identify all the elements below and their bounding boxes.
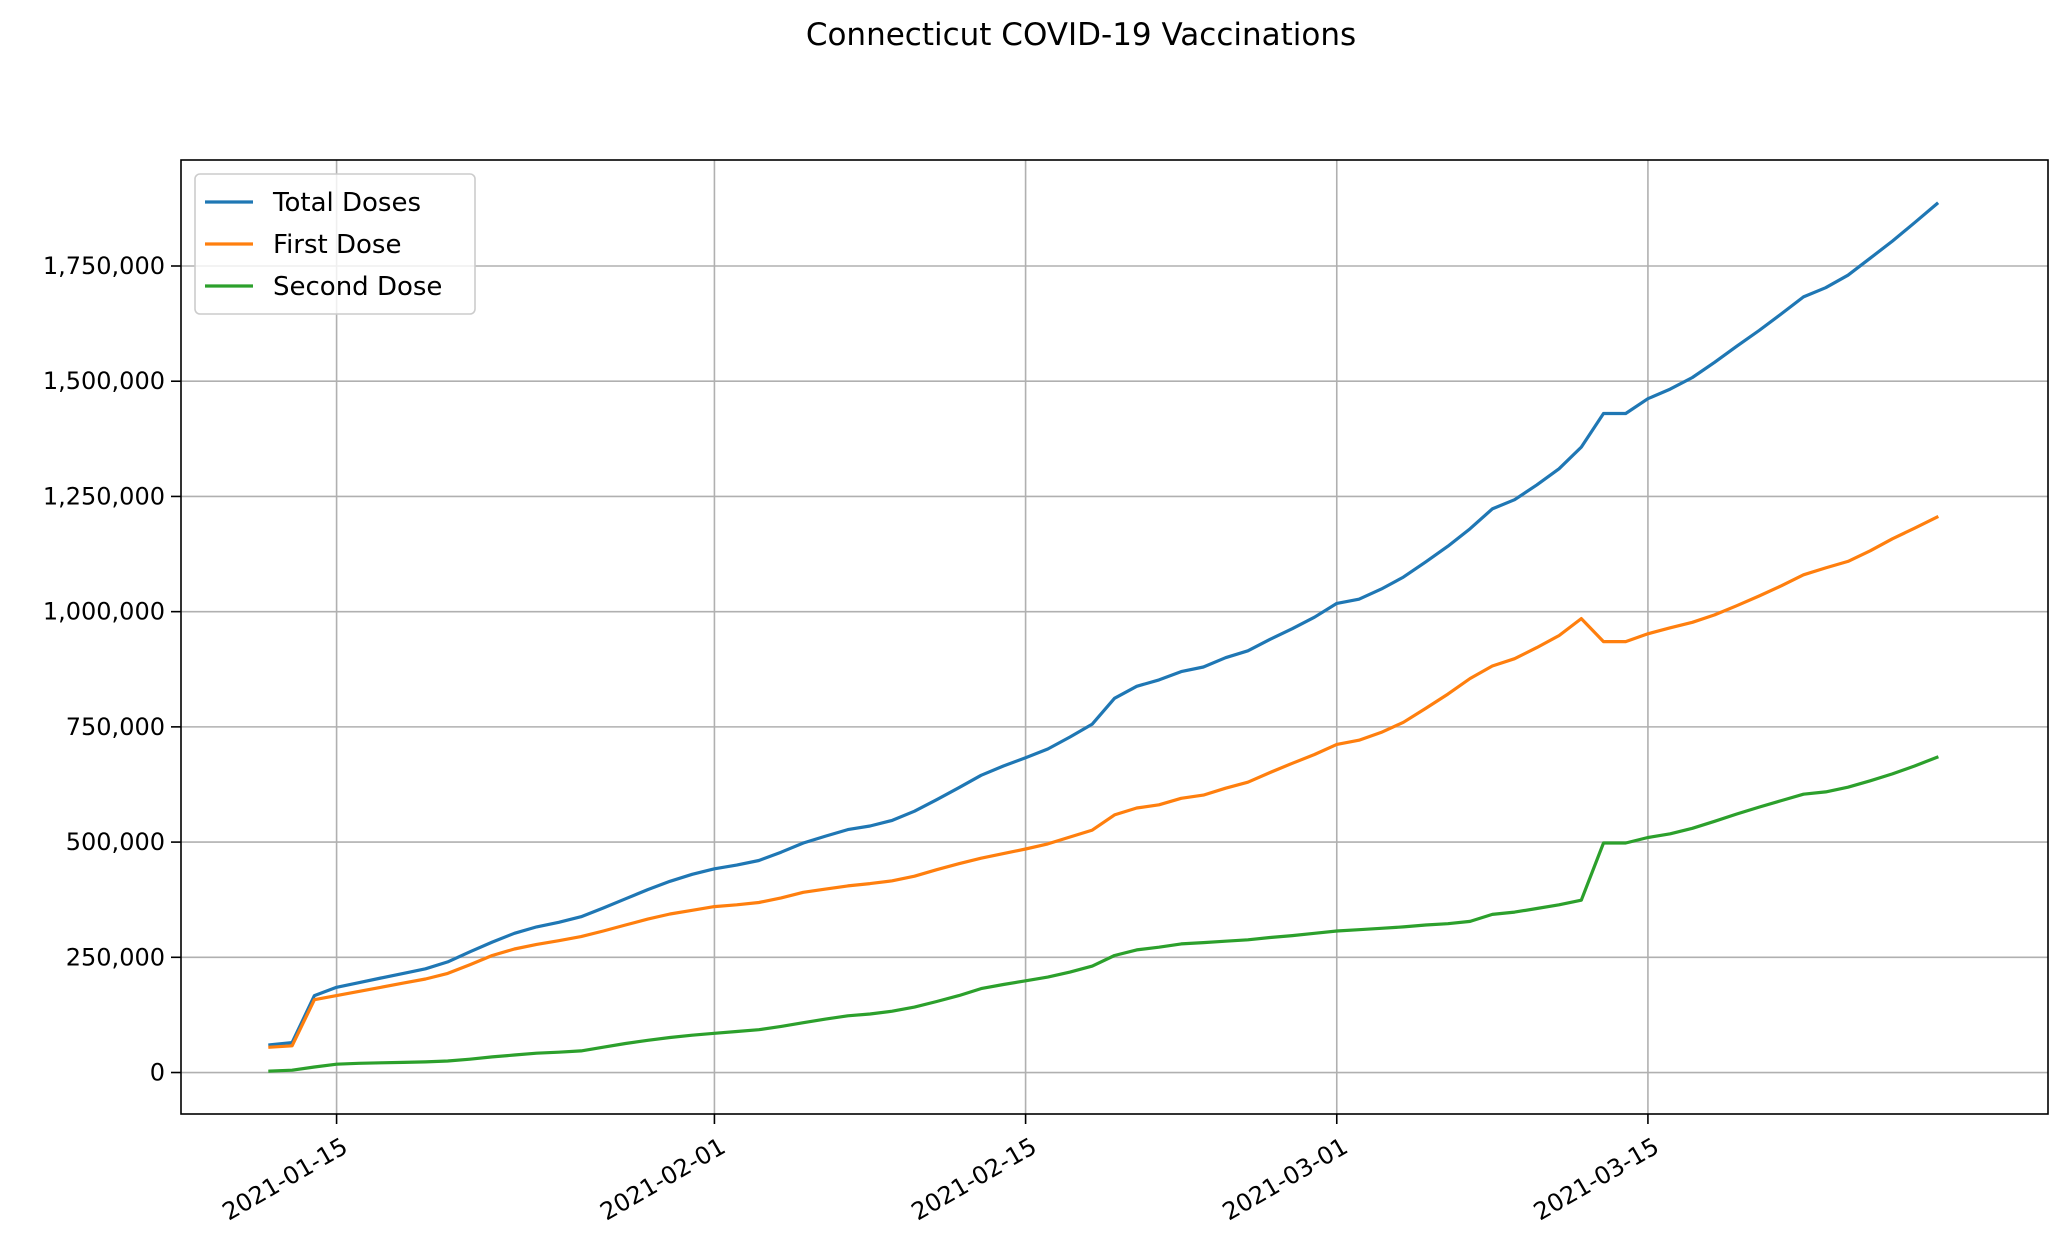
y-axis: 0 250,000 500,000 750,000 1,000,000 1,250,000… <box>43 252 181 1087</box>
plot-frame <box>180 159 2049 1115</box>
chart-title: Connecticut COVID-19 Vaccinations <box>806 17 1356 53</box>
legend-box <box>194 173 476 315</box>
legend-label: Second Dose <box>273 272 442 302</box>
y-tick-label: 1,750,000 <box>43 252 165 280</box>
series-lines <box>268 201 1940 1073</box>
series-line-total-doses <box>268 201 1940 1047</box>
y-tick-label: 250,000 <box>66 943 165 971</box>
y-tick-label: 750,000 <box>66 713 165 741</box>
series-line-first-dose <box>268 515 1940 1049</box>
y-tick-label: 0 <box>150 1059 165 1087</box>
legend-label: Total Doses <box>272 188 421 218</box>
y-tick-label: 500,000 <box>66 828 165 856</box>
y-tick-label: 1,000,000 <box>43 598 165 626</box>
series-line-second-dose <box>268 755 1939 1073</box>
legend-label: First Dose <box>273 230 401 260</box>
grid <box>181 160 2048 1114</box>
y-tick-label: 1,500,000 <box>43 367 165 395</box>
y-tick-label: 1,250,000 <box>43 482 165 510</box>
legend: Total Doses First Dose Second Dose <box>194 173 476 315</box>
